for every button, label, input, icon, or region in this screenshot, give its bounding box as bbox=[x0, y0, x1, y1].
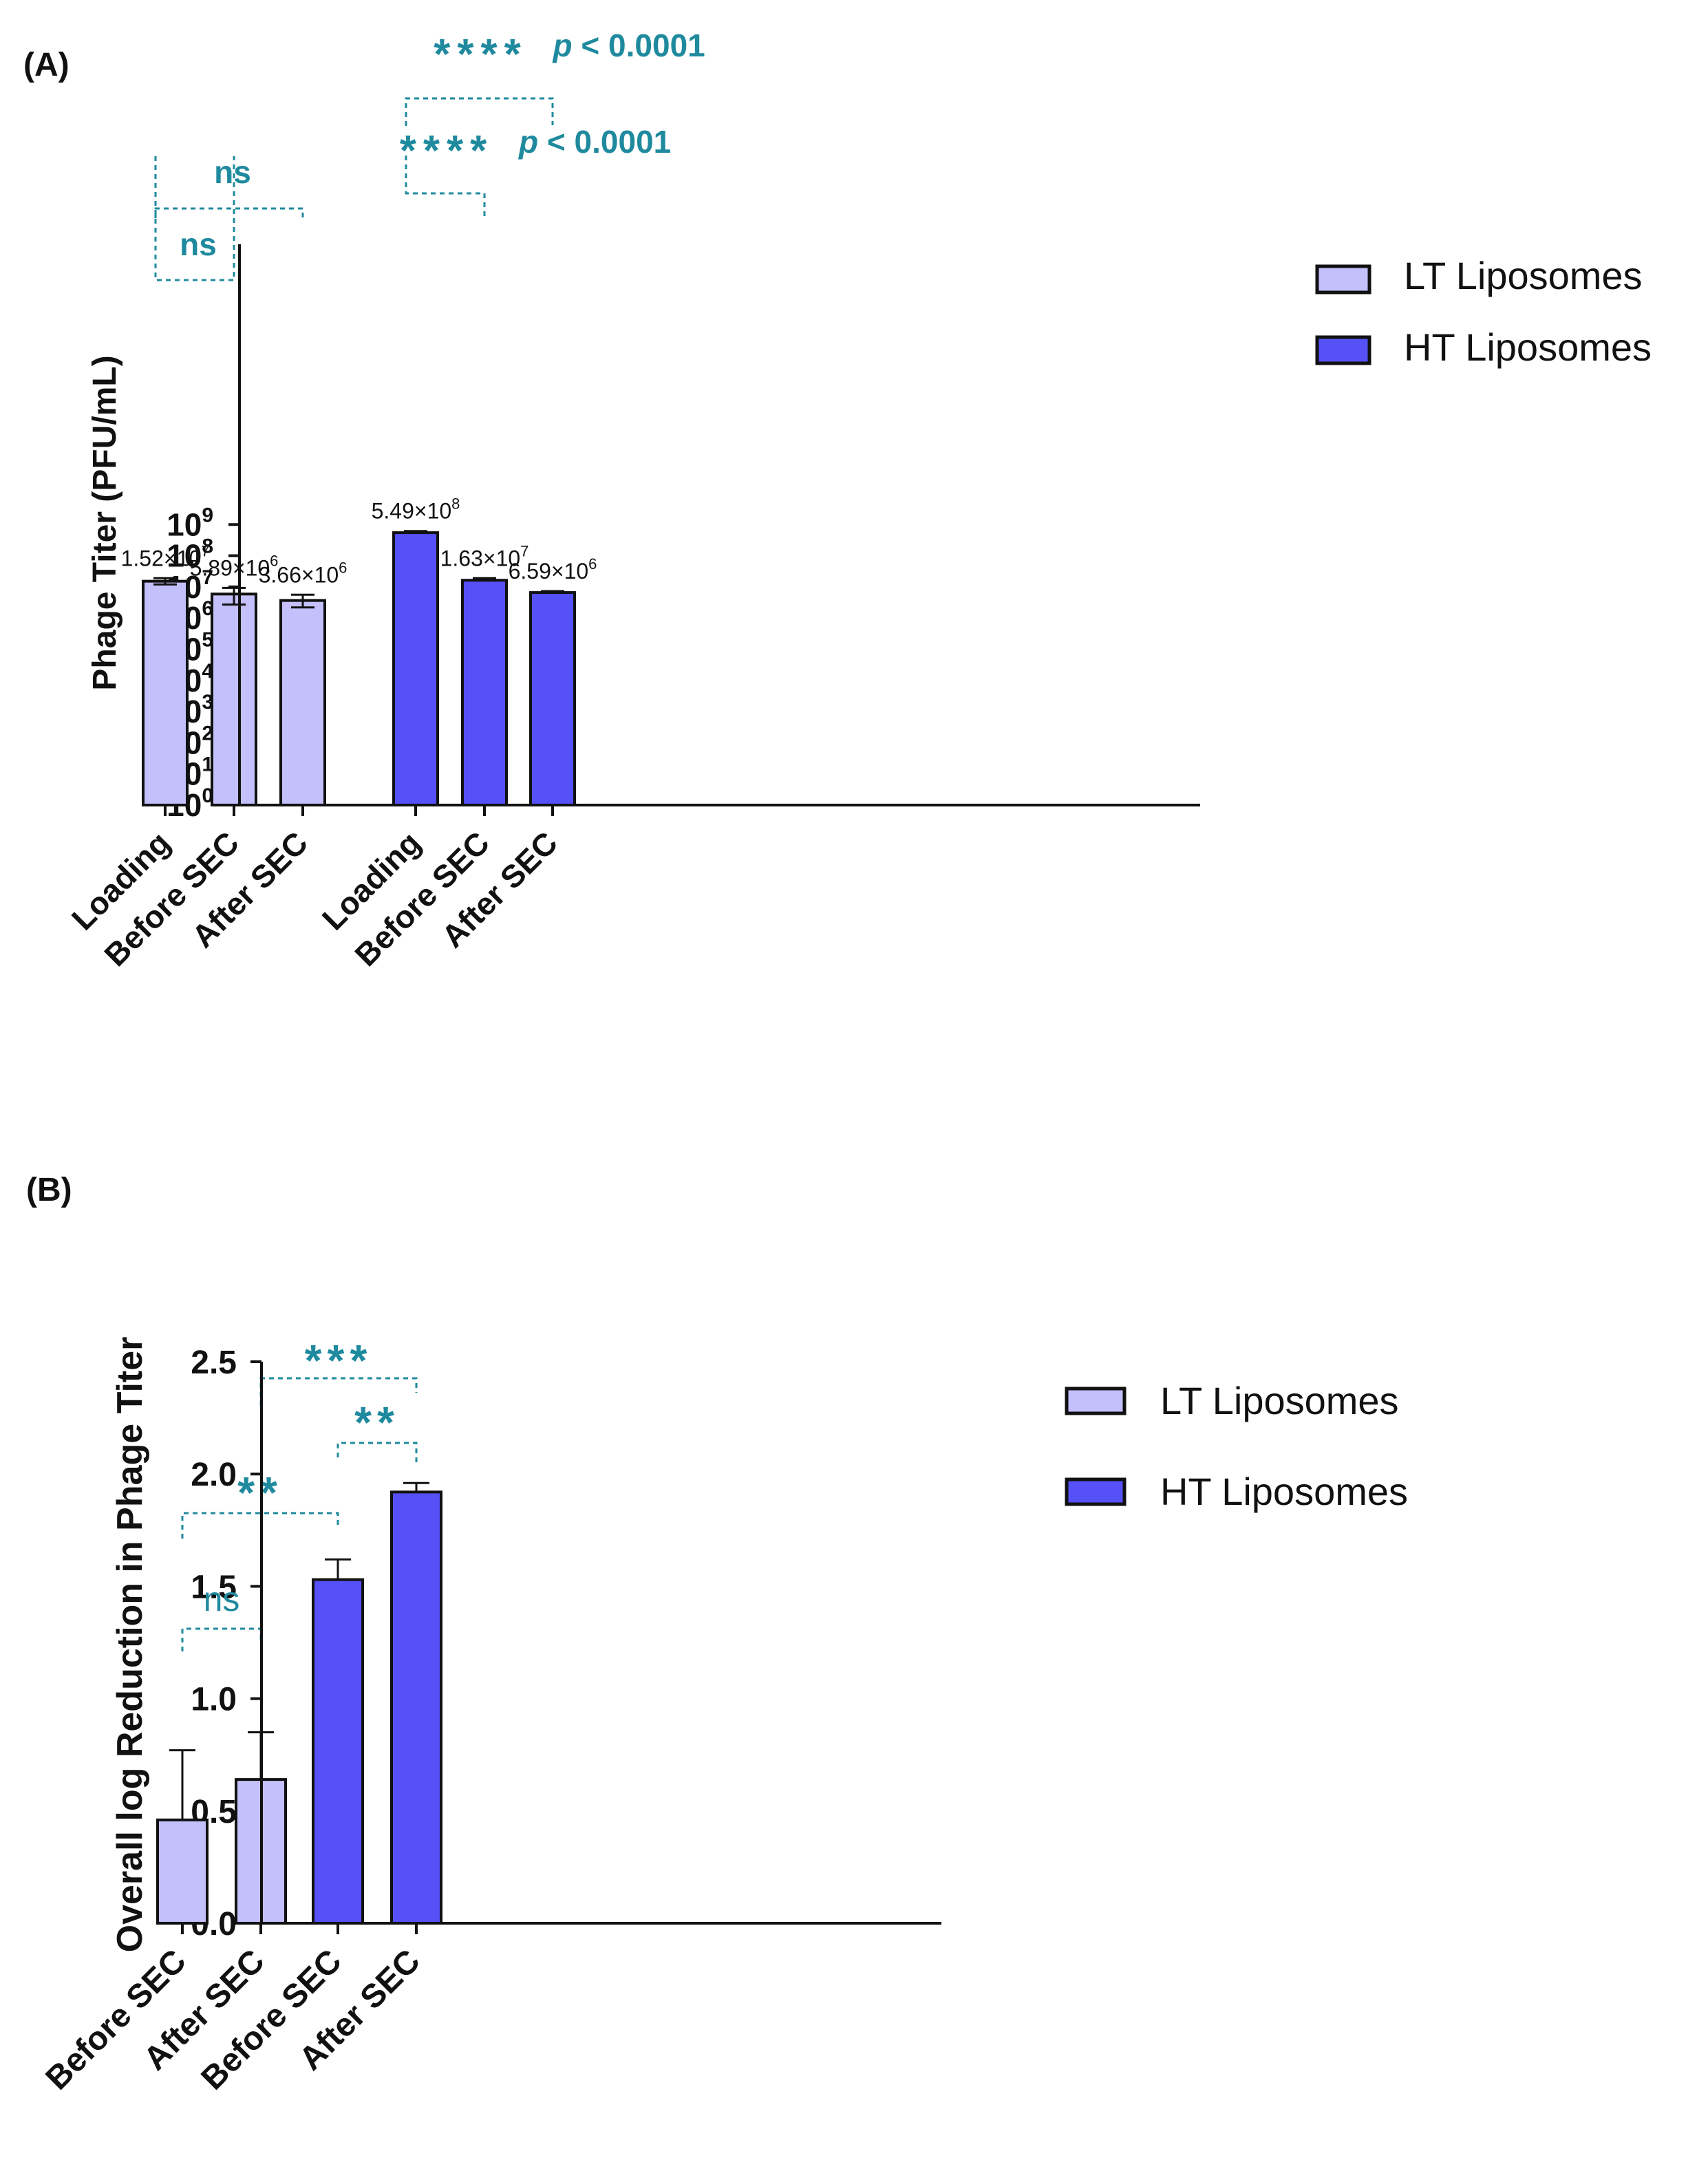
panel-a-error-bars bbox=[153, 530, 564, 609]
panel-a-significance: ns ns **** p < 0.0001 **** p < 0.0001 bbox=[154, 28, 705, 281]
significance-stars: *** bbox=[305, 1336, 373, 1385]
bar bbox=[142, 579, 189, 806]
data-label-mantissa: 5.89×10 bbox=[190, 555, 270, 580]
y-tick-exponent: 5 bbox=[202, 629, 213, 652]
bar bbox=[156, 1818, 209, 1925]
y-tick-exponent: 7 bbox=[202, 566, 213, 589]
data-label-exponent: 8 bbox=[451, 495, 460, 513]
data-label-exponent: 6 bbox=[588, 555, 597, 572]
data-label-mantissa: 1.63×10 bbox=[440, 546, 521, 570]
significance-bracket bbox=[405, 97, 554, 126]
bar bbox=[211, 592, 257, 806]
bar bbox=[279, 599, 326, 806]
p-value-text: < 0.0001 bbox=[538, 124, 671, 160]
y-tick-label: 108 bbox=[167, 535, 213, 574]
y-tick-base: 10 bbox=[167, 506, 202, 542]
panel-b-legend: LT Liposomes HT Liposomes bbox=[1065, 1379, 1408, 1513]
y-tick-label: 2.5 bbox=[191, 1345, 237, 1381]
bar bbox=[461, 579, 508, 806]
y-tick-exponent: 1 bbox=[202, 753, 213, 776]
y-tick-exponent: 2 bbox=[202, 722, 213, 745]
y-tick-label: 1.0 bbox=[191, 1682, 237, 1718]
panel-b-legend-swatch-lt bbox=[1065, 1387, 1127, 1415]
panel-a-legend-label-ht: HT Liposomes bbox=[1404, 325, 1652, 369]
y-tick-label: 1.5 bbox=[191, 1569, 237, 1605]
data-label: 3.66×106 bbox=[259, 559, 348, 587]
data-label-mantissa: 1.52×10 bbox=[121, 546, 202, 570]
panel-a-bars bbox=[142, 531, 576, 806]
bar bbox=[390, 1490, 442, 1925]
panel-a-legend-label-lt: LT Liposomes bbox=[1404, 254, 1643, 297]
panel-a-legend-swatch-lt bbox=[1315, 264, 1371, 295]
y-tick-exponent: 6 bbox=[202, 597, 213, 620]
significance-bracket bbox=[337, 1442, 418, 1466]
y-tick-exponent: 0 bbox=[202, 784, 213, 807]
data-label-mantissa: 6.59×10 bbox=[509, 559, 589, 584]
y-tick-exponent: 3 bbox=[202, 691, 213, 714]
data-label: 5.89×106 bbox=[190, 552, 279, 580]
data-label-mantissa: 3.66×10 bbox=[259, 562, 339, 587]
significance-stars: ** bbox=[237, 1468, 283, 1517]
p-value-label: p < 0.0001 bbox=[552, 28, 705, 63]
panel-b-label: (B) bbox=[26, 1172, 72, 1208]
panel-b-legend-label-ht: HT Liposomes bbox=[1160, 1470, 1408, 1513]
y-tick-base: 10 bbox=[167, 538, 202, 574]
data-label-exponent: 7 bbox=[520, 542, 529, 559]
significance-label: ns bbox=[214, 154, 251, 190]
p-value-text: < 0.0001 bbox=[573, 28, 705, 63]
data-label: 1.63×107 bbox=[440, 542, 529, 570]
data-label-exponent: 6 bbox=[339, 559, 347, 576]
p-value-label: p < 0.0001 bbox=[517, 124, 671, 160]
panel-a-ylabel: Phage Titer (PFU/mL) bbox=[87, 355, 123, 690]
panel-a-legend: LT Liposomes HT Liposomes bbox=[1315, 254, 1652, 369]
p-value-symbol: p bbox=[552, 28, 573, 63]
bar bbox=[312, 1578, 364, 1925]
significance-stars: ** bbox=[354, 1398, 400, 1447]
significance-bracket bbox=[154, 156, 235, 281]
significance-label: ns bbox=[180, 226, 217, 262]
panel-b-y-ticks: 0.00.51.01.52.02.5 bbox=[191, 1345, 261, 1942]
significance-stars: **** bbox=[400, 127, 494, 175]
y-tick-label: 109 bbox=[167, 504, 213, 542]
data-label-exponent: 6 bbox=[270, 552, 278, 569]
bar bbox=[529, 591, 576, 806]
significance-bracket bbox=[405, 156, 486, 217]
data-label-mantissa: 5.49×10 bbox=[372, 499, 452, 524]
significance-stars: **** bbox=[434, 31, 528, 78]
y-tick-exponent: 8 bbox=[202, 535, 213, 558]
panel-a-legend-swatch-ht bbox=[1315, 335, 1371, 365]
bar bbox=[392, 531, 439, 806]
y-tick-label: 2.0 bbox=[191, 1457, 237, 1493]
panel-b-legend-swatch-ht bbox=[1065, 1477, 1127, 1506]
panel-b: (B) Overall log Reduction in Phage Titer… bbox=[26, 1172, 1408, 2097]
data-label-exponent: 7 bbox=[201, 542, 209, 559]
panel-a-label: (A) bbox=[23, 47, 70, 83]
significance-label: ns bbox=[204, 1580, 240, 1618]
panel-b-legend-label-lt: LT Liposomes bbox=[1160, 1379, 1399, 1422]
data-label: 1.52×107 bbox=[121, 542, 210, 570]
data-label: 6.59×106 bbox=[509, 555, 597, 584]
significance-bracket bbox=[154, 207, 304, 218]
y-tick-exponent: 9 bbox=[202, 504, 213, 526]
data-label: 5.49×108 bbox=[372, 495, 460, 524]
panel-a-value-labels: 1.52×1075.89×1063.66×1065.49×1081.63×107… bbox=[121, 495, 597, 588]
p-value-symbol: p bbox=[517, 124, 538, 160]
panel-b-ylabel: Overall log Reduction in Phage Titer bbox=[110, 1337, 150, 1953]
